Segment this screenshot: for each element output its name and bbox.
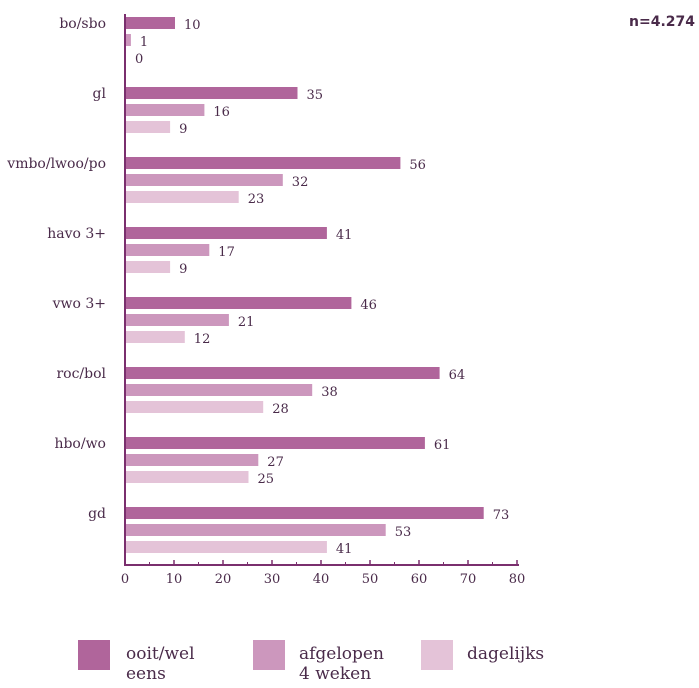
legend-swatch-afgelopen [253, 640, 285, 670]
bar-gl-series-1 [126, 104, 205, 116]
category-label-roc-bol: roc/bol [56, 366, 106, 382]
bar-havo-3-series-1 [126, 244, 210, 256]
value-label-gl-series-1: 16 [213, 105, 230, 120]
value-label-havo-3-series-1: 17 [218, 245, 235, 260]
value-label-gd-series-2: 41 [336, 542, 353, 557]
value-label-hbo-wo-series-0: 61 [434, 438, 451, 453]
category-label-gd: gd [88, 506, 106, 522]
bar-gd-series-1 [126, 524, 386, 536]
value-label-bo-sbo-series-1: 1 [140, 35, 148, 50]
value-label-gl-series-2: 9 [179, 122, 187, 137]
bar-hbo-wo-series-0 [126, 437, 425, 449]
value-label-hbo-wo-series-1: 27 [267, 455, 284, 470]
bar-gl-series-0 [126, 87, 298, 99]
bar-roc-bol-series-2 [126, 401, 264, 413]
bar-vmbo-lwoo-po-series-2 [126, 191, 239, 203]
bar-vwo-3-series-2 [126, 331, 185, 343]
category-label-bo-sbo: bo/sbo [59, 16, 106, 32]
bar-hbo-wo-series-2 [126, 471, 249, 483]
x-tick-label-70: 70 [460, 572, 477, 587]
bar-havo-3-series-0 [126, 227, 327, 239]
value-label-roc-bol-series-0: 64 [449, 368, 466, 383]
bar-gd-series-2 [126, 541, 327, 553]
bar-vmbo-lwoo-po-series-1 [126, 174, 283, 186]
bars-group [126, 17, 484, 553]
bar-havo-3-series-2 [126, 261, 171, 273]
x-tick-label-30: 30 [264, 572, 281, 587]
legend-label-afgelopen: afgelopen 4 weken [299, 644, 384, 684]
x-tick-label-10: 10 [166, 572, 183, 587]
value-label-vmbo-lwoo-po-series-2: 23 [248, 192, 265, 207]
x-axis: 0 10 20 30 40 50 60 70 80 [121, 14, 525, 587]
value-label-hbo-wo-series-2: 25 [258, 472, 275, 487]
legend-swatch-ooit [78, 640, 110, 670]
bar-roc-bol-series-0 [126, 367, 440, 379]
category-label-gl: gl [93, 86, 107, 102]
x-tick-label-20: 20 [215, 572, 232, 587]
x-tick-label-80: 80 [509, 572, 526, 587]
bar-hbo-wo-series-1 [126, 454, 259, 466]
legend-swatch-dagelijks [421, 640, 453, 670]
bar-bo-sbo-series-0 [126, 17, 175, 29]
legend-label-ooit: ooit/wel eens [126, 644, 195, 684]
category-labels: bo/sbo gl vmbo/lwoo/po havo 3+ vwo 3+ roc/bol… [6, 16, 106, 522]
bar-gd-series-0 [126, 507, 484, 519]
x-tick-label-0: 0 [121, 572, 129, 587]
x-tick-label-50: 50 [362, 572, 379, 587]
value-label-vmbo-lwoo-po-series-1: 32 [292, 175, 309, 190]
value-labels: 1010351695632234117946211264382861272573… [135, 18, 509, 557]
bar-vwo-3-series-1 [126, 314, 229, 326]
value-label-roc-bol-series-2: 28 [272, 402, 289, 417]
value-label-roc-bol-series-1: 38 [321, 385, 338, 400]
category-label-vwo-3: vwo 3+ [52, 296, 106, 312]
bar-vmbo-lwoo-po-series-0 [126, 157, 401, 169]
value-label-vmbo-lwoo-po-series-0: 56 [409, 158, 426, 173]
sample-size-note: n=4.274 [629, 14, 695, 30]
value-label-havo-3-series-2: 9 [179, 262, 187, 277]
bar-gl-series-2 [126, 121, 171, 133]
bar-bo-sbo-series-1 [126, 34, 131, 46]
category-label-vmbo-lwoo-po: vmbo/lwoo/po [6, 156, 106, 172]
value-label-bo-sbo-series-2: 0 [135, 52, 143, 67]
value-label-vwo-3-series-1: 21 [238, 315, 255, 330]
value-label-gl-series-0: 35 [307, 88, 324, 103]
bar-chart: bo/sbo gl vmbo/lwoo/po havo 3+ vwo 3+ roc/bol… [6, 14, 525, 587]
value-label-gd-series-0: 73 [493, 508, 510, 523]
category-label-havo-3: havo 3+ [47, 226, 106, 242]
value-label-vwo-3-series-2: 12 [194, 332, 211, 347]
category-label-hbo-wo: hbo/wo [54, 436, 106, 452]
legend-label-dagelijks: dagelijks [467, 644, 545, 664]
value-label-bo-sbo-series-0: 10 [184, 18, 201, 33]
x-tick-label-40: 40 [313, 572, 330, 587]
value-label-gd-series-1: 53 [395, 525, 412, 540]
bar-vwo-3-series-0 [126, 297, 352, 309]
x-tick-label-60: 60 [411, 572, 428, 587]
value-label-vwo-3-series-0: 46 [360, 298, 377, 313]
value-label-havo-3-series-0: 41 [336, 228, 353, 243]
bar-roc-bol-series-1 [126, 384, 313, 396]
legend: ooit/wel eens afgelopen 4 weken dagelijk… [78, 640, 678, 688]
